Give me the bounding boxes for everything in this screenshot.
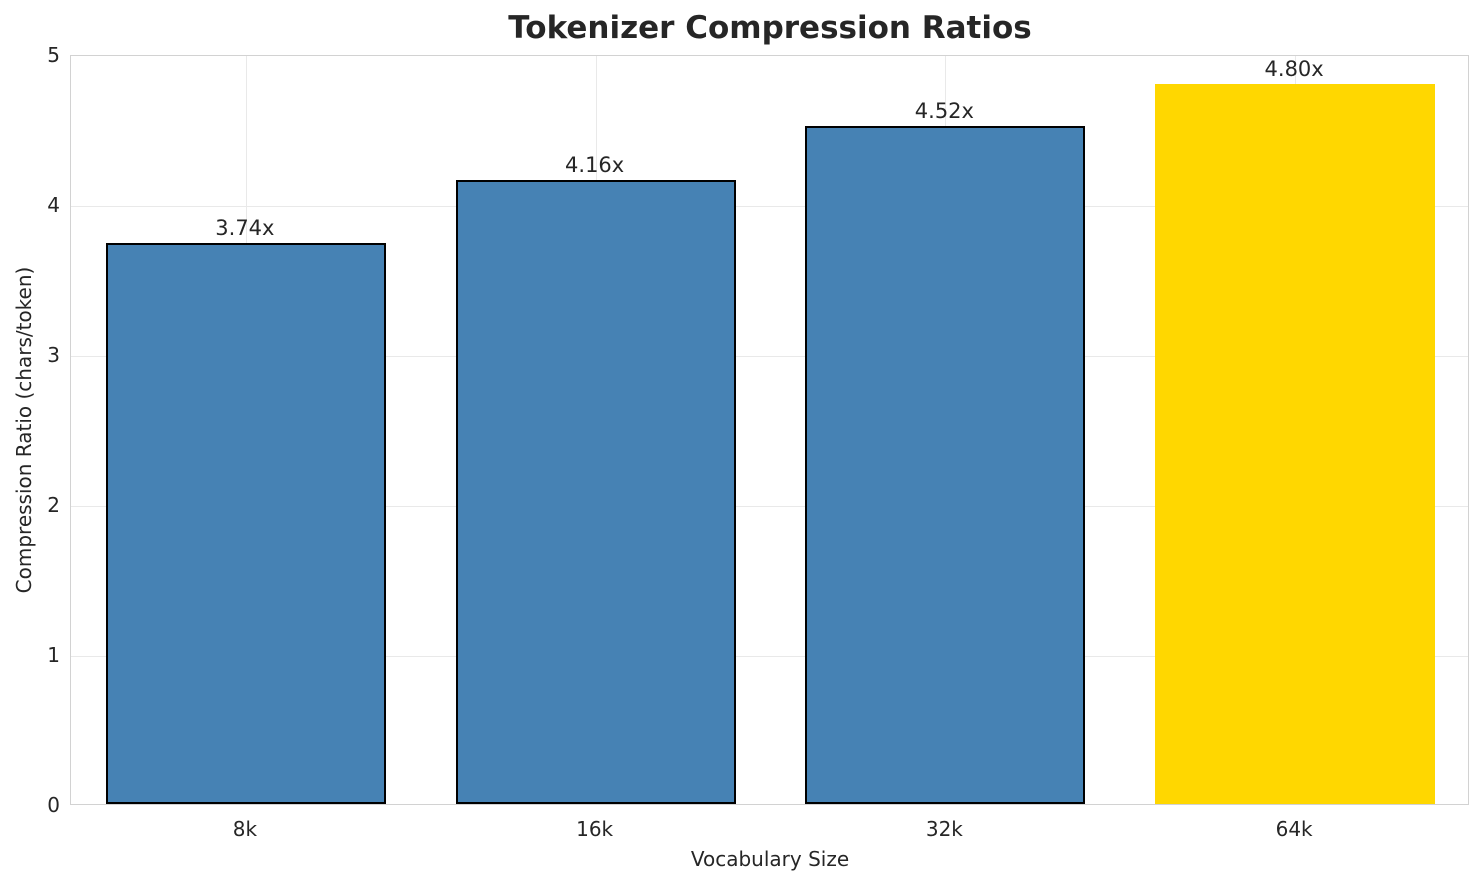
bar-value-label: 4.16x — [565, 153, 625, 177]
bar-8k — [105, 243, 386, 804]
bar-32k — [805, 126, 1086, 804]
bar-value-label: 4.52x — [914, 99, 974, 123]
y-tick-label: 3 — [47, 343, 60, 367]
chart-title: Tokenizer Compression Ratios — [508, 10, 1032, 46]
gridline-horizontal — [71, 356, 1468, 357]
y-tick-label: 0 — [47, 793, 60, 817]
x-axis-label: Vocabulary Size — [690, 847, 850, 871]
y-axis-label: Compression Ratio (chars/token) — [12, 266, 36, 594]
plot-area — [70, 55, 1469, 805]
x-tick-label: 16k — [576, 817, 614, 841]
gridline-horizontal — [71, 656, 1468, 657]
y-tick-label: 2 — [47, 493, 60, 517]
x-tick-label: 64k — [1275, 817, 1313, 841]
bar-16k — [455, 180, 736, 804]
bar-64k — [1155, 84, 1436, 804]
x-tick-label: 8k — [232, 817, 258, 841]
bar-value-label: 3.74x — [215, 216, 275, 240]
gridline-horizontal — [71, 506, 1468, 507]
bar-value-label: 4.80x — [1264, 57, 1324, 81]
y-tick-label: 5 — [47, 43, 60, 67]
y-tick-label: 4 — [47, 193, 60, 217]
y-tick-label: 1 — [47, 643, 60, 667]
gridline-horizontal — [71, 206, 1468, 207]
x-tick-label: 32k — [925, 817, 963, 841]
